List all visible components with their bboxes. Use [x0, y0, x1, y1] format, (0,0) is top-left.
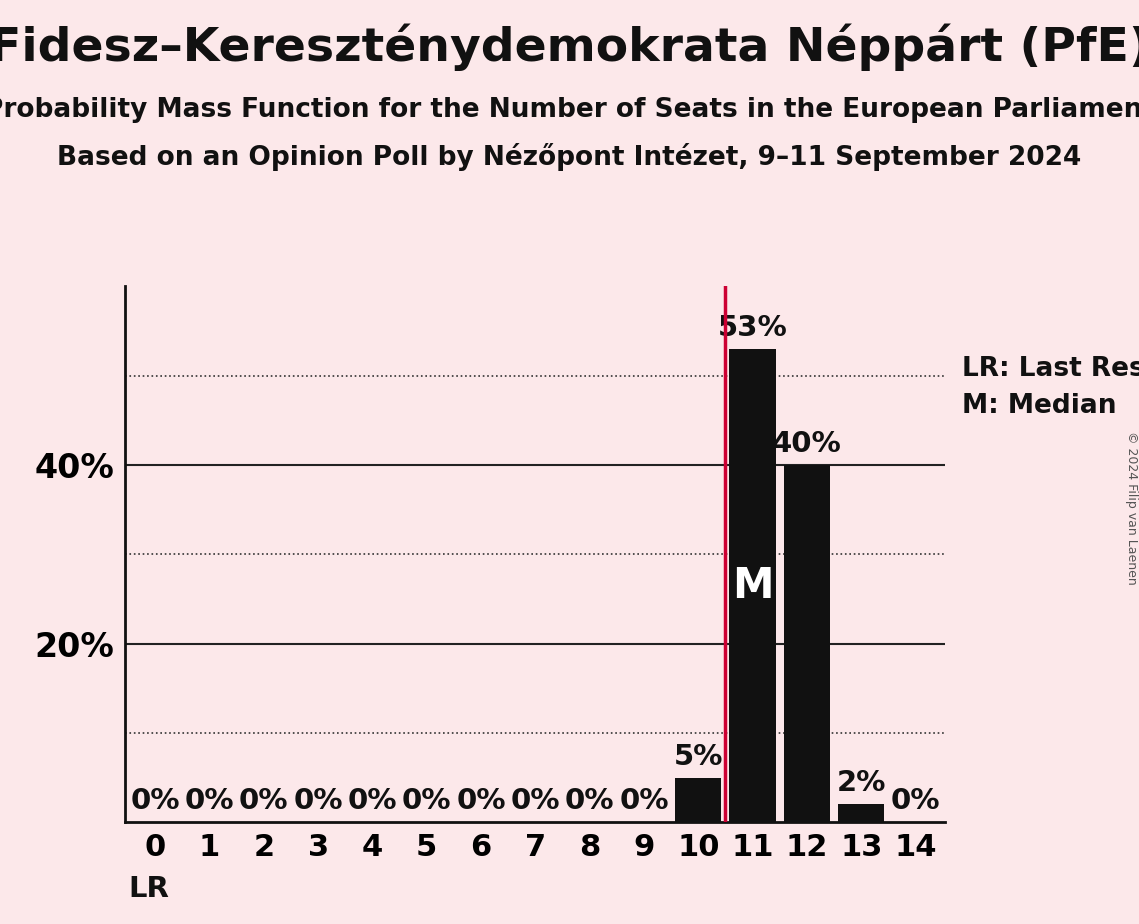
Bar [838, 805, 884, 822]
Text: 0%: 0% [510, 787, 560, 815]
Text: 0%: 0% [294, 787, 343, 815]
Text: Fidesz–Kereszténydemokrata Néppárt (PfE): Fidesz–Kereszténydemokrata Néppárt (PfE) [0, 23, 1139, 70]
Text: 40%: 40% [772, 430, 842, 458]
Text: 0%: 0% [620, 787, 669, 815]
Text: M: M [732, 565, 773, 607]
Text: Probability Mass Function for the Number of Seats in the European Parliament: Probability Mass Function for the Number… [0, 97, 1139, 123]
Text: 0%: 0% [130, 787, 180, 815]
Text: M: Median: M: Median [962, 393, 1117, 419]
Text: 0%: 0% [347, 787, 398, 815]
Bar [729, 349, 776, 822]
Bar [784, 465, 830, 822]
Text: 0%: 0% [239, 787, 288, 815]
Text: 2%: 2% [836, 770, 886, 797]
Text: 53%: 53% [718, 314, 787, 342]
Text: Based on an Opinion Poll by Nézőpont Intézet, 9–11 September 2024: Based on an Opinion Poll by Nézőpont Int… [57, 143, 1082, 171]
Text: © 2024 Filip van Laenen: © 2024 Filip van Laenen [1124, 432, 1138, 585]
Text: LR: Last Result: LR: Last Result [962, 356, 1139, 382]
Text: 0%: 0% [457, 787, 506, 815]
Text: 0%: 0% [891, 787, 941, 815]
Text: 0%: 0% [402, 787, 451, 815]
Bar [675, 778, 721, 822]
Text: 0%: 0% [185, 787, 235, 815]
Text: 5%: 5% [673, 743, 723, 771]
Text: LR: LR [128, 875, 169, 903]
Text: 0%: 0% [565, 787, 614, 815]
